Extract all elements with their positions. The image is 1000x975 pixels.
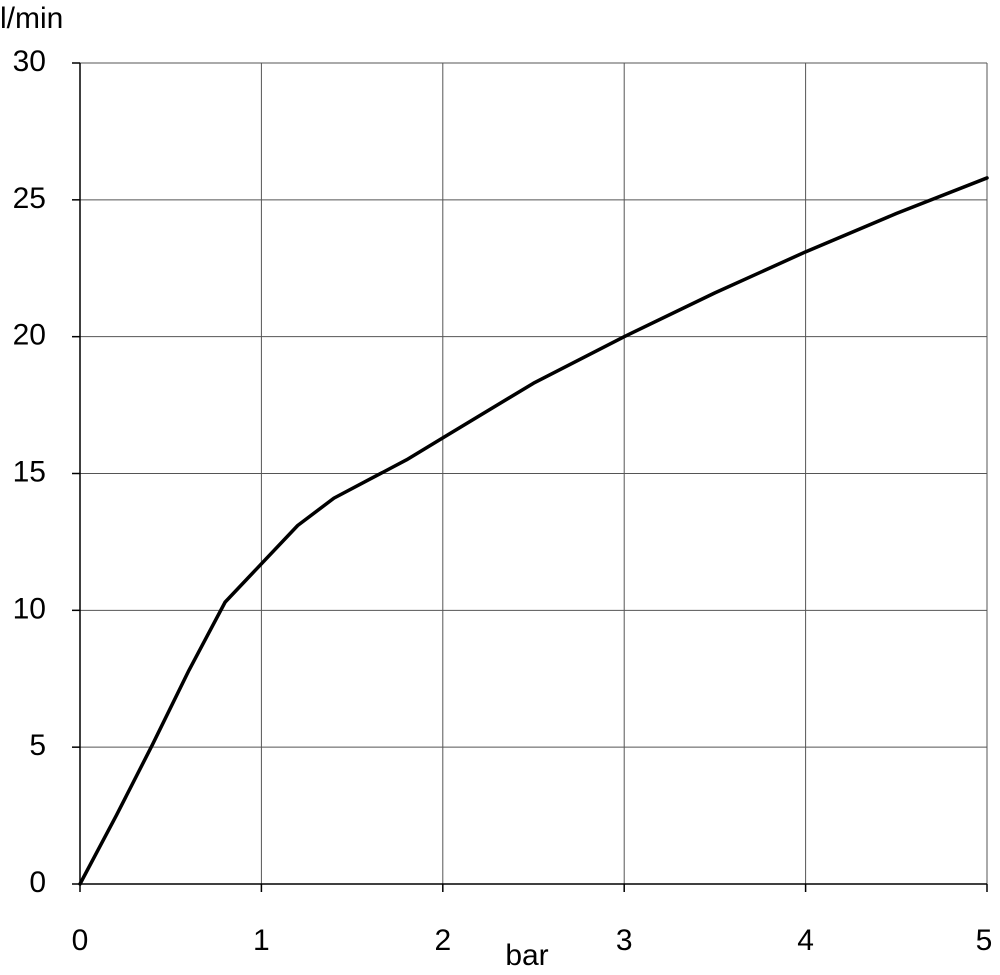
y-tick-label: 15 — [13, 455, 46, 488]
y-tick-label: 30 — [13, 45, 46, 78]
y-tick-label: 5 — [29, 729, 46, 762]
y-tick-label: 0 — [29, 866, 46, 899]
x-tick-label: 1 — [253, 924, 270, 957]
y-tick-label: 10 — [13, 592, 46, 625]
y-axis-label: l/min — [0, 2, 63, 35]
x-axis-label: bar — [505, 939, 548, 972]
data-line — [78, 176, 989, 886]
x-tick-label: 3 — [616, 924, 633, 957]
x-tick-label: 2 — [434, 924, 451, 957]
x-tick-label: 4 — [797, 924, 814, 957]
x-tick-label: 0 — [72, 924, 89, 957]
x-tick-label: 5 — [976, 924, 993, 957]
y-tick-label: 20 — [13, 319, 46, 352]
y-tick-label: 25 — [13, 182, 46, 215]
